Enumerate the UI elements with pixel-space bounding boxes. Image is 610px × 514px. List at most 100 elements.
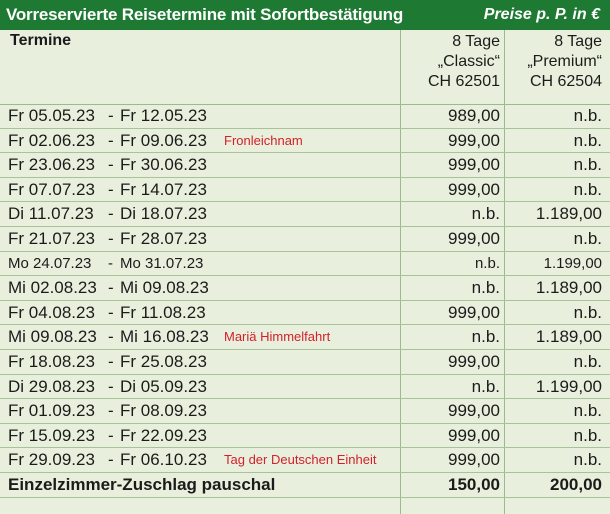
date-separator: - [108,327,114,347]
surcharge-label: Einzelzimmer-Zuschlag pauschal [8,474,276,494]
table-row: Mi 02.08.23- Mi 09.08.23 n.b. 1.189,00 [0,276,610,301]
classic-price: n.b. [474,254,500,272]
table-row: Fr 23.06.23- Fr 30.06.23 999,00 n.b. [0,153,610,178]
date-separator: - [108,228,114,248]
premium-price: 1.199,00 [543,254,602,272]
date-to: Fr 08.09.23 [120,401,207,421]
premium-price: n.b. [573,179,602,199]
premium-price: n.b. [573,302,602,322]
premium-price: n.b. [573,351,602,371]
classic-price: 999,00 [448,155,500,175]
date-from: Fr 23.06.23 [8,155,95,175]
date-from: Mo 24.07.23 [8,254,92,272]
table-row: Fr 21.07.23- Fr 28.07.23 999,00 n.b. [0,227,610,252]
date-from: Fr 21.07.23 [8,228,95,248]
premium-price: n.b. [573,450,602,470]
date-from: Di 11.07.23 [8,204,94,224]
premium-surcharge: 200,00 [550,474,602,494]
premium-duration: 8 Tage [554,33,602,50]
table-row: Fr 15.09.23- Fr 22.09.23 999,00 n.b. [0,424,610,449]
date-to: Mo 31.07.23 [120,254,204,272]
holiday-note: Mariä Himmelfahrt [224,329,331,345]
holiday-note: Fronleichnam [224,132,303,148]
table-row: Fr 02.06.23- Fr 09.06.23 Fronleichnam 999,0… [0,129,610,154]
classic-price: 999,00 [448,351,500,371]
classic-price: n.b. [471,278,500,298]
date-separator: - [108,130,114,150]
currency-note: Preise p. P. in € [483,6,600,23]
classic-price: n.b. [471,376,500,396]
date-from: Fr 07.07.23 [8,179,95,199]
date-separator: - [108,302,114,322]
date-to: Fr 25.08.23 [120,351,207,371]
date-separator: - [108,278,114,298]
table-row: Mo 24.07.23- Mo 31.07.23 n.b. 1.199,00 [0,252,610,277]
classic-header: 8 Tage „Classic“ CH 62501 [428,32,500,92]
date-to: Fr 22.09.23 [120,425,207,445]
date-to: Fr 09.06.23 [120,130,207,150]
classic-price: 999,00 [448,179,500,199]
termine-header: Termine [10,32,72,49]
table-row: Fr 05.05.23- Fr 12.05.23 989,00 n.b. [0,104,610,129]
date-from: Mi 02.08.23 [8,278,97,298]
date-from: Fr 18.08.23 [8,351,95,371]
premium-code: CH 62504 [529,73,602,90]
premium-price: n.b. [573,425,602,445]
date-separator: - [108,204,114,224]
date-to: Mi 16.08.23 [120,327,209,347]
classic-duration: 8 Tage [452,33,500,50]
date-separator: - [108,401,114,421]
table-row: Fr 18.08.23- Fr 25.08.23 999,00 n.b. [0,350,610,375]
date-to: Di 05.09.23 [120,376,207,396]
date-to: Fr 12.05.23 [120,106,207,125]
premium-price: n.b. [573,228,602,248]
classic-code: CH 62501 [427,73,500,90]
premium-price: 1.189,00 [535,204,602,224]
table-title: Vorreservierte Reisetermine mit Sofortbe… [6,5,404,24]
date-separator: - [108,179,114,199]
table-row: Fr 29.09.23- Fr 06.10.23 Tag der Deutschen… [0,448,610,473]
premium-name: „Premium“ [527,53,602,70]
classic-price: 999,00 [448,425,500,445]
premium-header: 8 Tage „Premium“ CH 62504 [527,32,602,92]
date-from: Di 29.08.23 [8,376,95,396]
date-separator: - [108,254,113,272]
title-bar: Vorreservierte Reisetermine mit Sofortbe… [0,0,610,30]
date-to: Di 18.07.23 [120,204,207,224]
date-from: Fr 15.09.23 [8,425,95,445]
classic-price: n.b. [471,327,500,347]
premium-price: n.b. [573,401,602,421]
date-from: Fr 02.06.23 [8,130,95,150]
premium-price: 1.189,00 [535,278,602,298]
classic-name: „Classic“ [437,53,500,70]
classic-price: 989,00 [448,106,500,125]
date-to: Fr 06.10.23 [120,450,207,470]
premium-price: n.b. [573,130,602,150]
date-to: Fr 11.08.23 [120,302,206,322]
date-to: Fr 14.07.23 [120,179,207,199]
table-row: Di 11.07.23- Di 18.07.23 n.b. 1.189,00 [0,202,610,227]
surcharge-row: Einzelzimmer-Zuschlag pauschal 150,00 200,… [0,473,610,498]
date-separator: - [108,376,114,396]
table-row: Fr 01.09.23- Fr 08.09.23 999,00 n.b. [0,399,610,424]
date-separator: - [108,425,114,445]
premium-price: 1.199,00 [535,376,602,396]
premium-price: n.b. [573,155,602,175]
date-separator: - [108,351,114,371]
date-separator: - [108,106,114,125]
date-from: Fr 04.08.23 [8,302,95,322]
table-row: Mi 09.08.23- Mi 16.08.23 Mariä Himmelfahrt… [0,325,610,350]
date-to: Fr 30.06.23 [120,155,207,175]
column-divider [400,30,401,514]
table-row: Fr 04.08.23- Fr 11.08.23 999,00 n.b. [0,301,610,326]
classic-price: 999,00 [448,401,500,421]
classic-price: 999,00 [448,130,500,150]
date-separator: - [108,155,114,175]
table-row: Fr 07.07.23- Fr 14.07.23 999,00 n.b. [0,178,610,203]
date-separator: - [108,450,114,470]
holiday-note: Tag der Deutschen Einheit [224,452,377,468]
date-from: Fr 29.09.23 [8,450,95,470]
classic-price: 999,00 [448,228,500,248]
classic-price: n.b. [471,204,500,224]
